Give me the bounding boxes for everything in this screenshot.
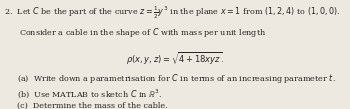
Text: Consider a cable in the shape of $C$ with mass per unit length: Consider a cable in the shape of $C$ wit… xyxy=(19,26,267,39)
Text: (a)  Write down a parametrisation for $C$ in terms of an increasing parameter $t: (a) Write down a parametrisation for $C$… xyxy=(17,72,336,85)
Text: 2.  Let $C$ be the part of the curve $z = \frac{1}{2}y^3$ in the plane $x = 1$ f: 2. Let $C$ be the part of the curve $z =… xyxy=(4,4,341,21)
Text: (c)  Determine the mass of the cable.: (c) Determine the mass of the cable. xyxy=(17,101,167,109)
Text: $\rho(x, y, z) = \sqrt{4 + 18xyz}.$: $\rho(x, y, z) = \sqrt{4 + 18xyz}.$ xyxy=(126,50,224,67)
Text: (b)  Use MATLAB to sketch $C$ in $\mathbb{R}^3$.: (b) Use MATLAB to sketch $C$ in $\mathbb… xyxy=(17,87,162,100)
